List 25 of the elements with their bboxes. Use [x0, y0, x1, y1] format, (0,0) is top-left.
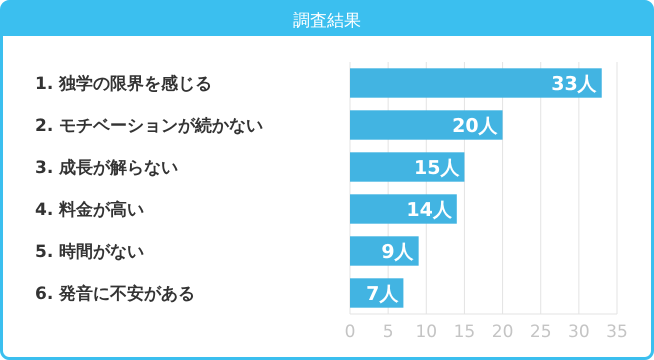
y-tick-label: 5. 時間がない — [35, 242, 144, 262]
chart-title: 調査結果 — [293, 11, 361, 32]
bar — [350, 68, 602, 98]
y-tick-label: 2. モチベーションが続かない — [35, 116, 264, 136]
data-label: 9人 — [381, 240, 415, 263]
x-tick-label: 0 — [344, 322, 356, 342]
y-tick-label: 3. 成長が解らない — [35, 158, 178, 178]
x-tick-label: 30 — [568, 322, 590, 342]
x-tick-label: 5 — [382, 322, 394, 342]
x-tick-label: 10 — [415, 322, 438, 342]
x-tick-label: 15 — [454, 322, 476, 342]
bar — [350, 110, 503, 140]
data-label: 15人 — [414, 156, 460, 179]
data-label: 20人 — [452, 114, 499, 137]
y-tick-label: 4. 料金が高い — [35, 200, 144, 220]
x-tick-label: 35 — [606, 322, 628, 342]
x-tick-label: 25 — [530, 322, 552, 342]
y-tick-label: 1. 独学の限界を感じる — [35, 74, 212, 94]
data-label: 14人 — [406, 198, 453, 221]
bar — [350, 194, 457, 224]
bar — [350, 152, 464, 182]
y-tick-label: 6. 発音に不安がある — [35, 284, 196, 304]
x-tick-label: 20 — [492, 322, 514, 342]
data-label: 33人 — [551, 72, 598, 95]
data-label: 7人 — [366, 282, 400, 305]
